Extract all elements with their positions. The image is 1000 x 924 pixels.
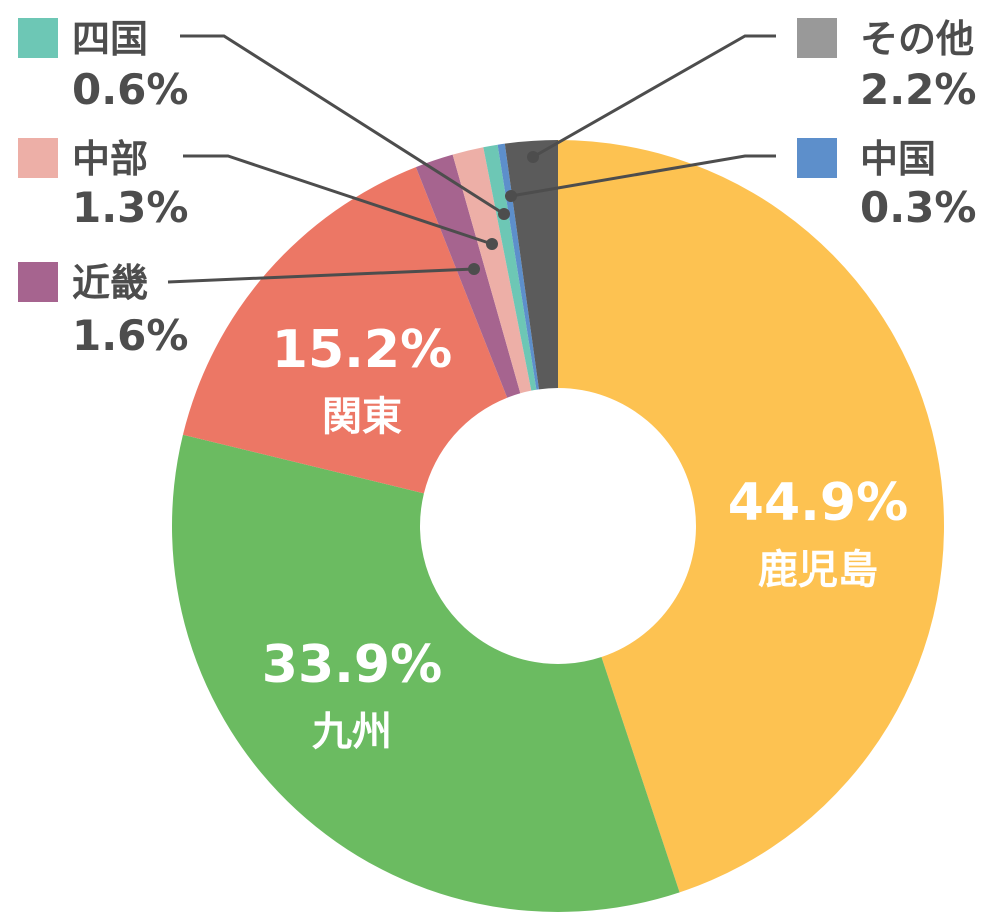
callout-shikoku: 四国 0.6% xyxy=(18,17,188,114)
inside-label-kyushu: 33.9% 九州 xyxy=(262,635,442,755)
leader-dot-chubu xyxy=(486,238,498,250)
slice-0 xyxy=(558,140,945,893)
leader-line-kinki xyxy=(167,267,475,284)
slice-7 xyxy=(504,140,558,390)
callout-label-chubu: 中部 xyxy=(72,137,148,181)
leader-dot-shikoku xyxy=(498,208,510,220)
slice-value-kanto: 15.2% xyxy=(272,320,452,380)
slice-1 xyxy=(171,434,680,912)
legend-swatch-kinki xyxy=(18,262,58,302)
callout-value-other: 2.2% xyxy=(860,65,976,114)
legend-swatch-shikoku xyxy=(18,18,58,58)
callout-label-kinki: 近畿 xyxy=(72,261,148,305)
leader-dot-other xyxy=(527,151,539,163)
leader-line-chugoku xyxy=(510,154,776,198)
legend-swatch-other xyxy=(797,18,837,58)
callout-chubu: 中部 1.3% xyxy=(18,137,188,232)
callout-other: その他 2.2% xyxy=(797,17,976,114)
slice-value-kagoshima: 44.9% xyxy=(728,473,908,533)
leader-line-chubu xyxy=(183,154,493,246)
slice-6 xyxy=(497,143,539,390)
slice-4 xyxy=(452,147,532,394)
callout-value-kinki: 1.6% xyxy=(72,311,188,360)
leader-lines xyxy=(167,34,776,284)
inside-label-kanto: 15.2% 関東 xyxy=(272,320,452,440)
slice-label-kyushu: 九州 xyxy=(312,709,392,755)
callout-kinki: 近畿 1.6% xyxy=(18,261,188,360)
callout-label-other: その他 xyxy=(860,17,974,61)
leader-dot-chugoku xyxy=(505,190,517,202)
callout-value-chubu: 1.3% xyxy=(72,183,188,232)
leader-line-other xyxy=(532,34,776,159)
inside-label-kagoshima: 44.9% 鹿児島 xyxy=(728,473,908,593)
slices-group xyxy=(171,140,945,912)
callout-label-chugoku: 中国 xyxy=(860,137,936,181)
legend-swatch-chugoku xyxy=(797,138,837,178)
callout-value-chugoku: 0.3% xyxy=(860,183,976,232)
slice-label-kagoshima: 鹿児島 xyxy=(758,547,878,593)
slice-3 xyxy=(415,154,521,398)
slice-5 xyxy=(483,144,537,391)
slice-value-kyushu: 33.9% xyxy=(262,635,442,695)
leader-dot-kinki xyxy=(468,263,480,275)
slice-2 xyxy=(182,167,508,494)
slice-label-kanto: 関東 xyxy=(322,394,402,440)
callout-label-shikoku: 四国 xyxy=(72,17,148,61)
callout-value-shikoku: 0.6% xyxy=(72,65,188,114)
leader-line-shikoku xyxy=(180,34,505,216)
callout-chugoku: 中国 0.3% xyxy=(797,137,976,232)
legend-swatch-chubu xyxy=(18,138,58,178)
